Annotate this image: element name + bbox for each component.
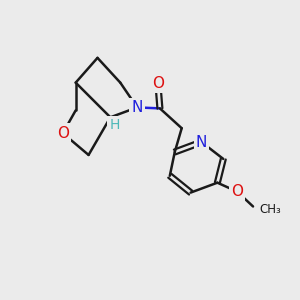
Text: CH₃: CH₃ <box>259 203 281 216</box>
Text: H: H <box>109 118 119 132</box>
Text: N: N <box>196 135 207 150</box>
Text: O: O <box>231 184 243 199</box>
Text: N: N <box>131 100 143 115</box>
Text: O: O <box>57 126 69 141</box>
Text: O: O <box>152 76 164 91</box>
